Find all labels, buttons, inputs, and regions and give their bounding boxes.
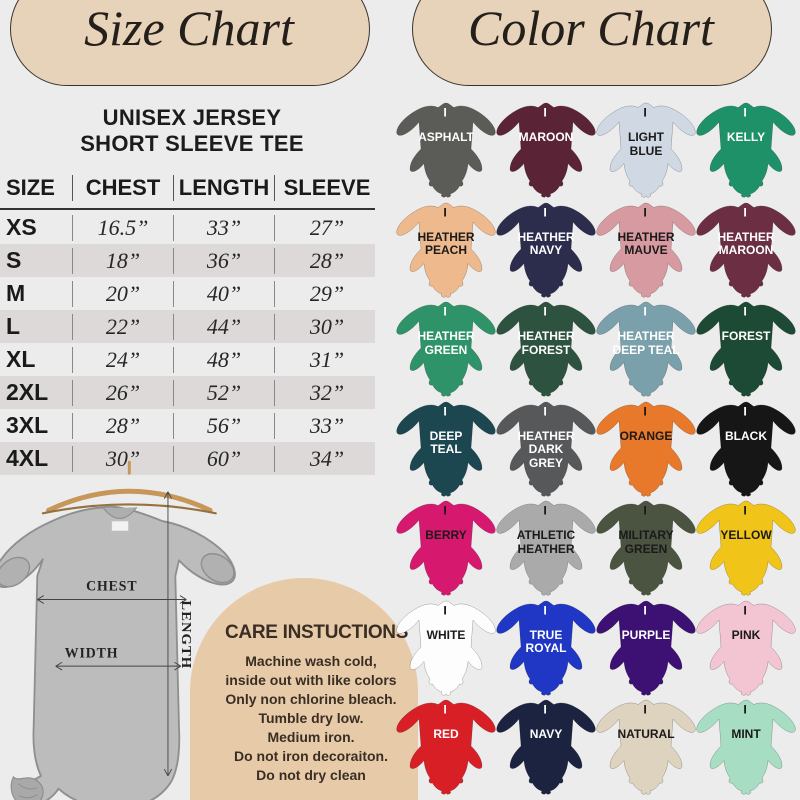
svg-text:WIDTH: WIDTH bbox=[65, 645, 119, 661]
svg-text:LENGTH: LENGTH bbox=[178, 600, 193, 669]
svg-text:CHEST: CHEST bbox=[86, 578, 137, 594]
